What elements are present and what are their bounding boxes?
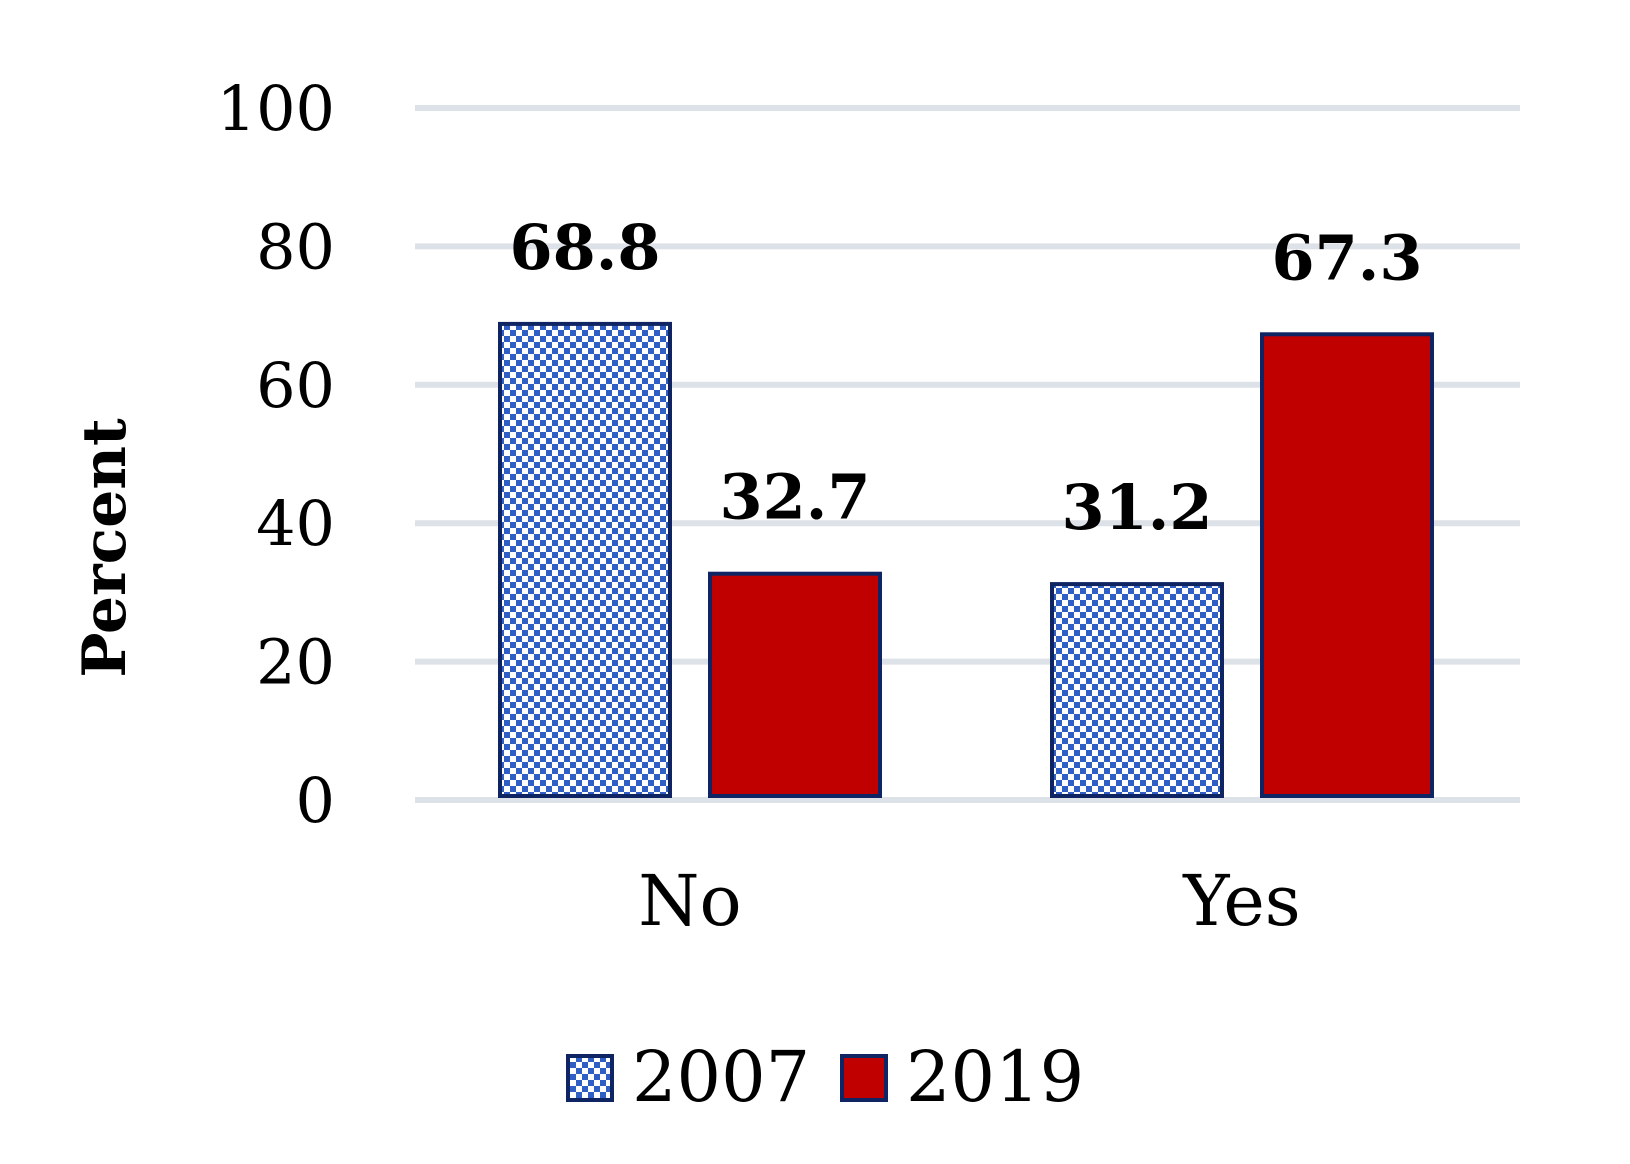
bar-yes-2007 xyxy=(1050,582,1224,799)
y-tick-label: 0 xyxy=(296,764,335,837)
bar-no-2019 xyxy=(708,571,882,798)
legend-swatch-2019 xyxy=(840,1054,888,1102)
y-tick-label: 60 xyxy=(256,349,335,422)
legend-label-2007: 2007 xyxy=(632,1036,810,1118)
x-axis-categories: No Yes xyxy=(638,860,1300,942)
data-label-no-2019: 32.7 xyxy=(719,461,870,534)
y-tick-label: 100 xyxy=(217,72,335,145)
y-axis-title: Percent xyxy=(70,418,140,678)
x-category-label-yes: Yes xyxy=(1182,860,1300,942)
y-tick-label: 20 xyxy=(256,626,335,699)
y-tick-label: 40 xyxy=(256,487,335,560)
legend-swatch-2007 xyxy=(566,1054,614,1102)
bar-yes-2019 xyxy=(1260,332,1434,798)
legend-label-2019: 2019 xyxy=(906,1036,1084,1118)
y-axis-ticks: 0 20 40 60 80 100 xyxy=(217,72,335,837)
y-tick-label: 80 xyxy=(256,210,335,283)
data-label-yes-2007: 31.2 xyxy=(1061,471,1212,544)
data-label-yes-2019: 67.3 xyxy=(1271,221,1422,294)
legend: 2007 2019 xyxy=(566,1036,1084,1118)
bar-no-2007 xyxy=(498,321,672,798)
bars xyxy=(498,321,1434,799)
data-label-no-2007: 68.8 xyxy=(509,211,660,284)
data-labels: 68.8 32.7 31.2 67.3 xyxy=(509,211,1422,544)
x-category-label-no: No xyxy=(638,860,741,942)
